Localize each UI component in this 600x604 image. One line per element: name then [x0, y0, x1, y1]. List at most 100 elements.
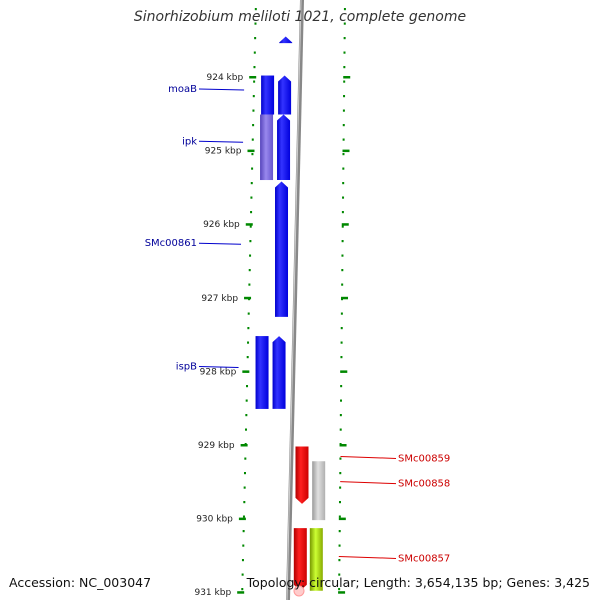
guide-dot — [338, 573, 341, 576]
guide-dot — [243, 486, 246, 489]
guide-dot — [245, 414, 248, 417]
tick-mark — [340, 370, 348, 373]
guide-dot — [252, 109, 255, 112]
guide-dot — [338, 530, 341, 533]
tick-mark — [341, 223, 349, 226]
tick-label: 929 kbp — [198, 441, 235, 451]
guide-dot — [339, 428, 342, 431]
tick-mark — [338, 591, 346, 594]
tick-mark — [343, 76, 351, 79]
tick-mark — [244, 296, 252, 300]
gene-cds-arrow — [278, 75, 292, 115]
guide-dot — [342, 109, 345, 112]
gene-cds-arrow — [312, 461, 326, 521]
gene-label: SMc00859 — [398, 453, 450, 464]
gene-feature — [275, 181, 289, 317]
guide-dot — [249, 254, 252, 257]
guide-dot — [250, 196, 253, 199]
gene-label: SMc00861 — [145, 238, 197, 249]
guide-dot — [253, 51, 256, 54]
gene-leader-line — [198, 366, 239, 369]
guide-dot — [340, 399, 343, 402]
guide-dot — [339, 457, 342, 460]
gene-leader-line — [338, 555, 397, 559]
gene-cds-arrow — [295, 446, 309, 504]
guide-dot — [338, 559, 341, 562]
guide-dot — [341, 269, 344, 272]
guide-dot — [343, 22, 346, 25]
topology-text: Topology: circular; Length: 3,654,135 bp… — [246, 575, 590, 590]
gene-cds-arrow — [293, 528, 307, 591]
gene-box — [260, 114, 274, 181]
guide-dot — [252, 95, 255, 98]
guide-dot — [343, 8, 346, 11]
map-title: Sinorhizobium meliloti 1021, complete ge… — [133, 9, 467, 25]
guide-dot — [342, 138, 345, 141]
guide-dot — [342, 196, 345, 199]
position-marker — [293, 585, 305, 597]
tick-label: 924 kbp — [207, 73, 244, 83]
gene-cds-arrow — [272, 336, 286, 409]
guide-dot — [247, 341, 250, 344]
guide-dot — [254, 37, 257, 40]
tick-mark — [342, 149, 350, 153]
gene-feature — [293, 528, 307, 591]
guide-dot — [341, 283, 344, 286]
guide-dot — [245, 428, 248, 431]
gene-leader-line — [340, 455, 397, 459]
gene-label: moaB — [168, 84, 197, 95]
gene-label: SMc00857 — [398, 553, 450, 564]
gene-feature — [255, 336, 286, 409]
gene-cds-arrow — [275, 181, 289, 317]
guide-dot — [251, 153, 254, 156]
guide-dot — [342, 167, 345, 170]
guide-dot — [243, 472, 246, 475]
guide-dot — [342, 124, 345, 127]
tick-mark — [242, 370, 250, 373]
guide-dot — [343, 66, 346, 69]
guide-dot — [338, 515, 341, 518]
accession-text: Accession: NC_003047 — [9, 575, 152, 590]
tick-mark — [240, 444, 248, 447]
tick-label: 927 kbp — [201, 294, 238, 304]
gene-feature — [261, 75, 292, 115]
guide-dot — [338, 588, 341, 591]
guide-dot — [254, 22, 257, 25]
guide-dot — [339, 414, 342, 417]
guide-dot — [338, 501, 341, 504]
tick-label: 930 kbp — [196, 515, 233, 525]
guide-dot — [342, 153, 345, 156]
guide-dot — [339, 486, 342, 489]
guide-dot — [241, 573, 244, 576]
gene-cds-arrow — [279, 36, 293, 44]
guide-dot — [251, 138, 254, 141]
guide-dot — [249, 240, 252, 243]
gene-label: ispB — [176, 362, 197, 373]
gene-label: ipk — [182, 136, 197, 147]
gene-feature — [312, 461, 326, 521]
tick-label: 926 kbp — [203, 220, 240, 230]
gene-feature — [279, 36, 293, 44]
gene-leader-line — [198, 88, 245, 91]
guide-dot — [341, 254, 344, 257]
guide-dot — [340, 385, 343, 388]
tick-mark — [249, 76, 257, 79]
guide-dot — [338, 544, 341, 547]
guide-dot — [242, 515, 245, 518]
tick-mark — [245, 223, 253, 226]
guide-dot — [247, 312, 250, 315]
chromosome-backbone-highlight — [286, 0, 302, 601]
gene-leader-line — [198, 140, 244, 143]
gene-leader-line — [198, 242, 242, 245]
guide-dot — [343, 37, 346, 40]
guide-dot — [341, 211, 344, 214]
guide-dot — [339, 472, 342, 475]
guide-dot — [340, 356, 343, 359]
guide-dot — [242, 544, 245, 547]
guide-dot — [343, 80, 346, 83]
tick-label: 931 kbp — [194, 588, 231, 598]
guide-dot — [244, 457, 247, 460]
gene-label: SMc00858 — [398, 479, 450, 490]
tick-mark — [237, 591, 245, 594]
